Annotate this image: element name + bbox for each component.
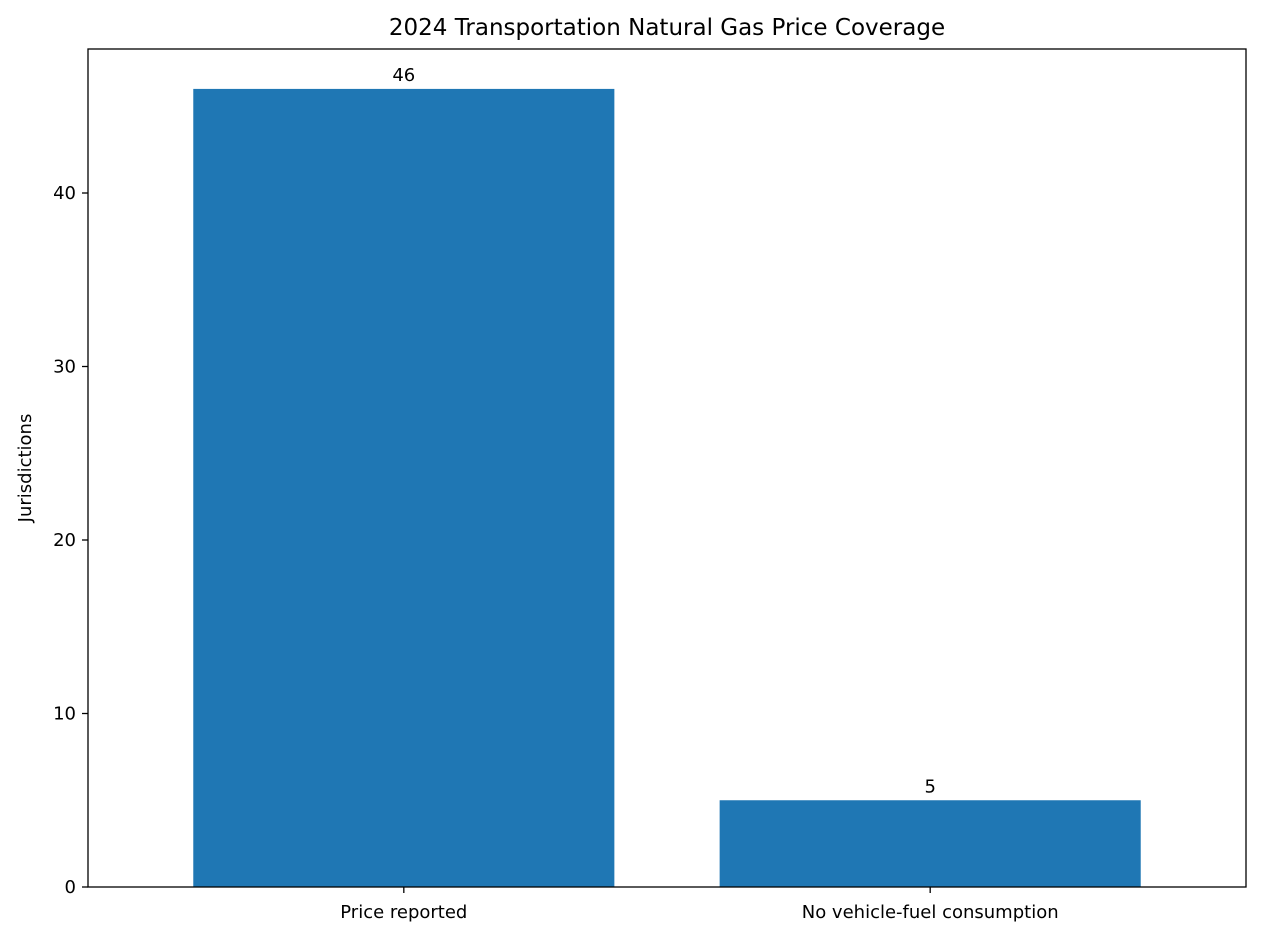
- bars-layer: [193, 88, 1141, 887]
- x-tick-label: Price reported: [340, 902, 467, 923]
- chart-title: 2024 Transportation Natural Gas Price Co…: [389, 15, 945, 41]
- bar-labels-layer: 46 5: [392, 65, 936, 797]
- y-axis-ticks: 0 10 20 30 40: [53, 183, 88, 898]
- y-tick-label: 30: [53, 357, 76, 378]
- bar: [719, 800, 1141, 887]
- bar-value-label: 46: [392, 65, 415, 86]
- x-axis-ticks: Price reported No vehicle-fuel consumptio…: [340, 887, 1059, 923]
- y-tick-label: 40: [53, 183, 76, 204]
- y-axis-label: Jurisdictions: [15, 414, 36, 524]
- plot-area-frame: [87, 48, 1247, 888]
- y-tick-label: 0: [65, 877, 76, 898]
- x-tick-label: No vehicle-fuel consumption: [802, 902, 1059, 923]
- bar: [193, 88, 615, 887]
- y-tick-label: 10: [53, 704, 76, 725]
- bar-value-label: 5: [924, 776, 935, 797]
- y-tick-label: 20: [53, 530, 76, 551]
